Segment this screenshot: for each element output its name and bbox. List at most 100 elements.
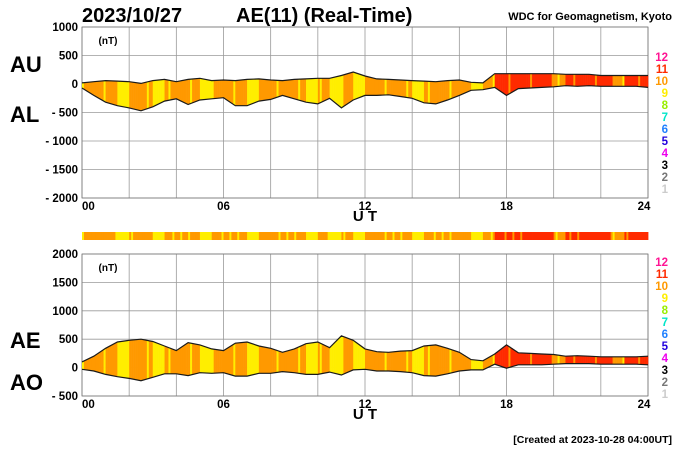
station-bar-segment bbox=[602, 232, 606, 240]
station-bar-segment bbox=[353, 232, 356, 240]
station-strip bbox=[195, 78, 199, 102]
station-bar-segment bbox=[469, 232, 472, 240]
station-strip bbox=[380, 79, 383, 96]
station-bar-segment bbox=[319, 232, 323, 240]
station-bar-segment bbox=[347, 232, 350, 240]
y-tick-label: 500 bbox=[59, 334, 78, 346]
station-strip bbox=[174, 350, 177, 374]
station-bar-segment bbox=[258, 232, 262, 240]
station-bar-segment bbox=[341, 232, 344, 240]
station-strip bbox=[478, 360, 482, 370]
station-strip bbox=[547, 354, 551, 365]
station-strip bbox=[549, 354, 553, 365]
station-bar-segment bbox=[406, 232, 409, 240]
station-bar-segment bbox=[618, 232, 621, 240]
station-bar-segment bbox=[109, 232, 112, 240]
station-strip bbox=[592, 356, 596, 364]
station-bar-segment bbox=[620, 232, 623, 240]
station-strip bbox=[150, 341, 154, 378]
station-strip bbox=[144, 340, 148, 380]
station-bar-segment bbox=[569, 232, 572, 240]
station-strip bbox=[308, 78, 311, 103]
station-strip bbox=[547, 73, 551, 88]
station-strip bbox=[137, 339, 140, 381]
station-strip bbox=[626, 75, 629, 87]
station-strip bbox=[144, 82, 148, 110]
station-strip bbox=[453, 350, 456, 373]
station-bar-segment bbox=[172, 232, 175, 240]
station-strip bbox=[176, 349, 179, 374]
station-strip bbox=[152, 80, 156, 107]
station-strip bbox=[361, 75, 364, 97]
station-bar-segment bbox=[579, 232, 582, 240]
station-bar-segment bbox=[451, 232, 454, 240]
station-strip bbox=[223, 80, 226, 99]
station-strip bbox=[537, 73, 541, 88]
station-strip bbox=[359, 74, 362, 98]
station-strip bbox=[188, 342, 191, 376]
station-bar-segment bbox=[435, 232, 439, 240]
station-bar-segment bbox=[500, 232, 503, 240]
station-bar-segment bbox=[502, 232, 505, 240]
station-strip bbox=[622, 75, 625, 87]
ae-ao-grid bbox=[81, 253, 649, 397]
station-strip bbox=[125, 81, 128, 108]
station-bar-segment bbox=[317, 232, 321, 240]
station-strip bbox=[561, 74, 564, 86]
station-bar-segment bbox=[608, 232, 612, 240]
station-strip bbox=[276, 80, 279, 98]
station-strip bbox=[598, 75, 602, 87]
station-count-bar bbox=[82, 232, 649, 240]
station-bar-segment bbox=[164, 232, 167, 240]
station-strip bbox=[241, 342, 244, 377]
station-bar-segment bbox=[496, 232, 500, 240]
station-strip bbox=[471, 82, 474, 91]
station-strip bbox=[154, 80, 157, 106]
station-strip bbox=[284, 80, 287, 97]
station-strip bbox=[103, 80, 106, 102]
station-bar-segment bbox=[587, 232, 590, 240]
station-bar-segment bbox=[408, 232, 411, 240]
station-bar-segment bbox=[137, 232, 140, 240]
station-strip bbox=[583, 74, 586, 86]
station-strip bbox=[325, 346, 328, 373]
station-strip bbox=[319, 343, 323, 374]
station-bar-segment bbox=[278, 232, 281, 240]
station-strip bbox=[335, 76, 338, 104]
station-strip bbox=[535, 73, 539, 88]
legend-item-8: 8 bbox=[662, 305, 669, 317]
station-bar-segment bbox=[583, 232, 586, 240]
station-strip bbox=[235, 80, 238, 106]
station-strip bbox=[384, 79, 387, 95]
station-bar-segment bbox=[547, 232, 551, 240]
station-bar-segment bbox=[101, 232, 105, 240]
station-strip bbox=[142, 339, 146, 380]
station-strip bbox=[618, 356, 621, 365]
station-bar-segment bbox=[482, 232, 486, 240]
station-bar-segment bbox=[327, 232, 331, 240]
au-al-panel: 1000 500 0 - 500 - 1000 - 1500 - 2000 00 06 12 18… bbox=[10, 22, 651, 225]
station-strip bbox=[412, 350, 415, 373]
station-strip bbox=[516, 352, 519, 366]
station-strip bbox=[351, 339, 354, 371]
station-strip bbox=[111, 344, 114, 376]
station-strip bbox=[392, 351, 395, 372]
station-strip bbox=[473, 82, 476, 91]
y-tick-label: - 2000 bbox=[45, 193, 78, 205]
station-bar-segment bbox=[113, 232, 116, 240]
station-bar-segment bbox=[345, 232, 348, 240]
station-strip bbox=[146, 81, 150, 109]
station-bar-segment bbox=[585, 232, 588, 240]
station-strip bbox=[581, 355, 584, 364]
station-bar-segment bbox=[614, 232, 617, 240]
station-strip bbox=[365, 349, 368, 370]
station-bar-segment bbox=[194, 232, 197, 240]
station-strip bbox=[264, 347, 268, 374]
station-strip bbox=[199, 78, 203, 100]
station-strip bbox=[589, 356, 592, 364]
station-strip bbox=[453, 80, 456, 98]
au-label: AU bbox=[10, 52, 42, 77]
station-bar-segment bbox=[91, 232, 95, 240]
station-bar-segment bbox=[494, 232, 498, 240]
station-strip bbox=[150, 80, 154, 108]
